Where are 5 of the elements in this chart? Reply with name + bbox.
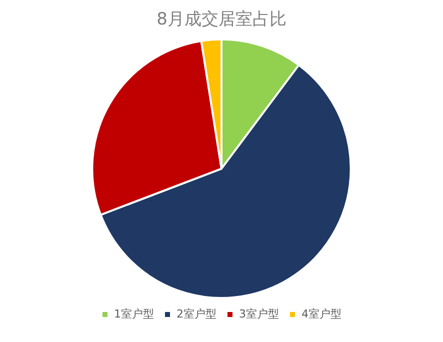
legend-label: 4室户型 bbox=[302, 307, 342, 320]
chart-title: 8月成交居室占比 bbox=[156, 10, 286, 30]
legend-label: 2室户型 bbox=[176, 307, 216, 320]
legend-label: 3室户型 bbox=[239, 307, 279, 320]
legend-label: 1室户型 bbox=[114, 307, 154, 320]
